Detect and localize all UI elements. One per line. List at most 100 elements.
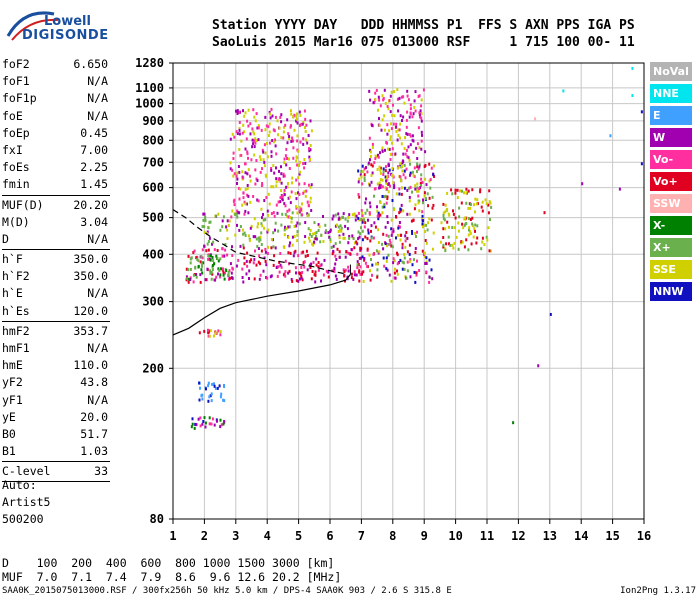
echo-point: [209, 220, 212, 224]
file-info-line: SAA0K_2015075013000.RSF / 300fx256h 50 k…: [2, 586, 452, 596]
echo-point: [223, 399, 226, 403]
echo-point: [353, 246, 356, 250]
echo-point: [305, 189, 308, 193]
echo-point: [413, 258, 415, 262]
echo-point: [280, 136, 283, 140]
echo-point: [400, 179, 403, 183]
echo-point: [216, 256, 219, 260]
echo-point: [241, 131, 244, 135]
echo-point: [300, 276, 303, 280]
echo-point: [275, 152, 278, 156]
echo-point: [186, 277, 189, 281]
echo-point: [296, 121, 299, 125]
echo-point: [384, 194, 387, 198]
echo-point: [404, 239, 407, 243]
echo-point: [640, 162, 643, 166]
echo-point: [384, 101, 387, 105]
param-row: yE 20.0: [2, 409, 108, 426]
echo-point: [418, 113, 421, 116]
echo-point: [414, 184, 417, 188]
legend-entry: X-: [650, 216, 692, 235]
x-tick-label: 3: [232, 529, 239, 543]
echo-point: [264, 173, 267, 177]
echo-point: [376, 182, 379, 186]
echo-point: [202, 420, 205, 423]
echo-point: [238, 127, 241, 131]
echo-point: [283, 125, 285, 129]
echo-point: [300, 266, 303, 269]
echo-point: [421, 180, 424, 184]
echo-point: [370, 258, 372, 261]
param-row: foF1 N/A: [2, 73, 108, 90]
echo-point: [381, 94, 384, 98]
echo-point: [415, 273, 418, 277]
echo-point: [266, 230, 269, 234]
echo-point: [386, 132, 389, 136]
echo-point: [239, 154, 241, 158]
echo-point: [280, 113, 283, 117]
echo-point: [290, 112, 293, 116]
echo-point: [225, 269, 228, 272]
echo-point: [400, 186, 403, 190]
echo-point: [476, 198, 479, 202]
echo-point: [409, 111, 412, 115]
echo-point: [396, 251, 398, 255]
param-row: hmF2 353.7: [2, 323, 108, 340]
param-name: B1: [2, 444, 16, 459]
echo-point: [288, 244, 291, 248]
echo-point: [408, 252, 411, 256]
param-name: fmin: [2, 177, 30, 192]
y-tick-label: 1280: [135, 56, 164, 70]
echo-point: [295, 271, 297, 275]
echo-point: [298, 209, 301, 213]
echo-point: [380, 128, 383, 132]
echo-point: [376, 214, 379, 218]
echo-point: [395, 236, 397, 240]
echo-point: [216, 249, 219, 252]
echo-point: [387, 171, 390, 175]
param-name: foE: [2, 108, 23, 123]
echo-point: [471, 216, 474, 220]
echo-point: [264, 250, 267, 254]
echo-point: [227, 273, 230, 277]
echo-point: [420, 98, 423, 102]
echo-point: [406, 250, 409, 254]
echo-point: [263, 256, 266, 260]
echo-point: [392, 227, 395, 231]
echo-point: [303, 109, 306, 113]
echo-point: [393, 114, 396, 118]
echo-point: [417, 194, 420, 198]
echo-point: [282, 273, 285, 277]
echo-point: [376, 268, 379, 272]
param-name: foF1: [2, 74, 30, 89]
echo-point: [374, 91, 377, 95]
echo-point: [461, 189, 463, 193]
echo-point: [417, 167, 420, 171]
echo-point: [385, 177, 388, 181]
echo-point: [401, 159, 404, 163]
echo-point: [252, 261, 255, 265]
echo-point: [257, 247, 260, 250]
echo-point: [270, 212, 273, 216]
echo-point: [315, 231, 318, 235]
x-tick-label: 9: [421, 529, 428, 543]
echo-point: [228, 276, 231, 280]
echo-point: [401, 119, 403, 122]
echo-point: [390, 227, 393, 231]
echo-point: [369, 269, 371, 273]
echo-point: [226, 228, 229, 232]
echo-point: [247, 124, 250, 128]
echo-point: [185, 267, 188, 271]
echo-point: [281, 196, 283, 200]
echo-point: [420, 112, 423, 116]
echo-point: [288, 195, 291, 199]
echo-point: [237, 211, 240, 214]
echo-point: [297, 191, 299, 195]
echo-point: [395, 125, 398, 129]
echo-point: [350, 248, 353, 252]
echo-point: [355, 273, 358, 277]
echo-point: [327, 231, 330, 235]
echo-point: [314, 270, 317, 274]
echo-point: [406, 89, 409, 93]
echo-point: [489, 218, 491, 221]
